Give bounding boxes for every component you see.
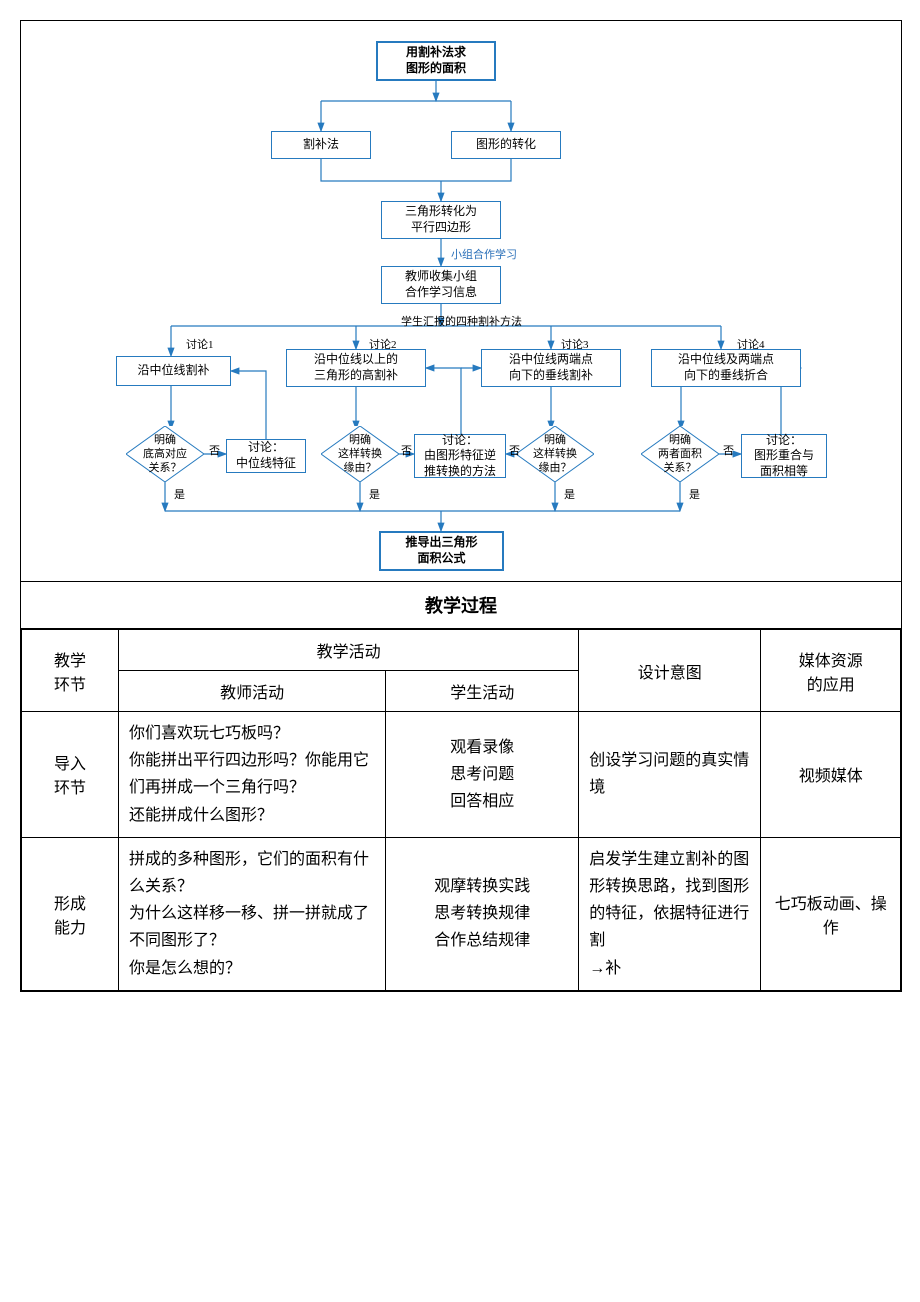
cell-stage: 导入环节 xyxy=(22,712,119,838)
th-media-text: 媒体资源的应用 xyxy=(799,653,863,694)
flowchart: 用割补法求图形的面积割补法 图形的转化三角形转化为平行四边形教师收集小组合作学习信… xyxy=(21,21,901,582)
label-yes1: 是 xyxy=(174,486,185,502)
node-branch2: 沿中位线以上的三角形的高割补 xyxy=(286,349,426,387)
node-disc4: 讨论：图形重合与面积相等 xyxy=(741,434,827,478)
th-activity: 教学活动 xyxy=(118,630,578,671)
cell-teacher: 拼成的多种图形，它们的面积有什么关系？为什么这样移一移、拼一拼就成了不同图形了？… xyxy=(118,837,385,990)
node-tuxing: 图形的转化 xyxy=(451,131,561,159)
label-t1: 讨论1 xyxy=(186,336,214,352)
label-yes2: 是 xyxy=(369,486,380,502)
node-d1: 明确底高对应关系？ xyxy=(126,426,204,482)
cell-student: 观看录像思考问题回答相应 xyxy=(386,712,579,838)
th-media: 媒体资源的应用 xyxy=(761,630,901,712)
node-branch4: 沿中位线及两端点向下的垂线折合 xyxy=(651,349,801,387)
node-gebu: 割补法 xyxy=(271,131,371,159)
node-d3: 明确这样转换缘由？ xyxy=(516,426,594,482)
table-row: 导入环节你们喜欢玩七巧板吗？你能拼出平行四边形吗？你能用它们再拼成一个三角行吗？… xyxy=(22,712,901,838)
label-xiaozu: 小组合作学习 xyxy=(451,246,517,262)
label-no2b: 否 xyxy=(509,442,520,458)
th-stage-text: 教学环节 xyxy=(54,653,86,694)
label-t2: 讨论2 xyxy=(369,336,397,352)
node-branch1: 沿中位线割补 xyxy=(116,356,231,386)
node-sanjiao: 三角形转化为平行四边形 xyxy=(381,201,501,239)
node-d4: 明确两者面积关系？ xyxy=(641,426,719,482)
lesson-table: 教学环节 教学活动 设计意图 媒体资源的应用 教师活动 学生活动 导入环节你们喜… xyxy=(21,629,901,991)
node-branch3: 沿中位线两端点向下的垂线割补 xyxy=(481,349,621,387)
th-student: 学生活动 xyxy=(386,671,579,712)
cell-media: 视频媒体 xyxy=(761,712,901,838)
node-result: 推导出三角形面积公式 xyxy=(379,531,504,571)
node-d2: 明确这样转换缘由？ xyxy=(321,426,399,482)
th-intent: 设计意图 xyxy=(579,630,761,712)
label-yes4: 是 xyxy=(689,486,700,502)
node-disc1: 讨论：中位线特征 xyxy=(226,439,306,473)
cell-intent: 启发学生建立割补的图形转换思路，找到图形的特征，依据特征进行割→补 xyxy=(579,837,761,990)
cell-intent: 创设学习问题的真实情境 xyxy=(579,712,761,838)
label-no2: 否 xyxy=(401,442,412,458)
label-t3: 讨论3 xyxy=(561,336,589,352)
label-yes3: 是 xyxy=(564,486,575,502)
node-root: 用割补法求图形的面积 xyxy=(376,41,496,81)
table-row: 形成能力拼成的多种图形，它们的面积有什么关系？为什么这样移一移、拼一拼就成了不同… xyxy=(22,837,901,990)
cell-student: 观摩转换实践思考转换规律合作总结规律 xyxy=(386,837,579,990)
page-container: 用割补法求图形的面积割补法 图形的转化三角形转化为平行四边形教师收集小组合作学习信… xyxy=(20,20,902,992)
th-stage: 教学环节 xyxy=(22,630,119,712)
label-t4: 讨论4 xyxy=(737,336,765,352)
node-jiaoshi: 教师收集小组合作学习信息 xyxy=(381,266,501,304)
th-teacher: 教师活动 xyxy=(118,671,385,712)
label-huibao: 学生汇报的四种割补方法 xyxy=(401,313,522,329)
label-no1: 否 xyxy=(209,442,220,458)
node-disc2: 讨论：由图形特征逆推转换的方法 xyxy=(414,434,506,478)
cell-teacher: 你们喜欢玩七巧板吗？你能拼出平行四边形吗？你能用它们再拼成一个三角行吗？还能拼成… xyxy=(118,712,385,838)
label-no4: 否 xyxy=(723,442,734,458)
cell-media: 七巧板动画、操作 xyxy=(761,837,901,990)
cell-stage: 形成能力 xyxy=(22,837,119,990)
section-header: 教学过程 xyxy=(21,582,901,629)
